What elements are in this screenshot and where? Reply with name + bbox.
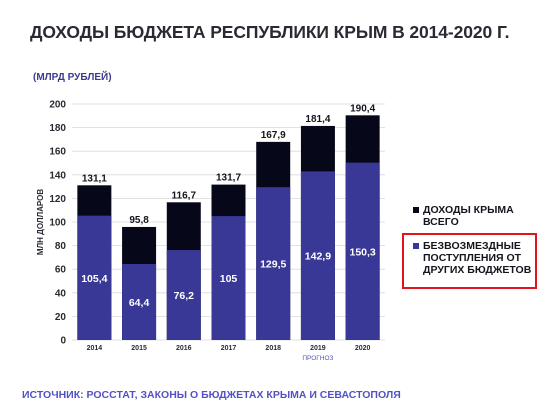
- data-label-transfers: 150,3: [350, 246, 376, 258]
- forecast-label: ПРОГНОЗ: [302, 355, 333, 362]
- legend-swatch-transfers: [413, 243, 419, 249]
- legend-item-transfers: БЕЗВОЗМЕЗДНЫЕ ПОСТУПЛЕНИЯ ОТ ДРУГИХ БЮДЖ…: [413, 240, 535, 276]
- legend-label-total: ДОХОДЫ КРЫМА ВСЕГО: [423, 204, 514, 228]
- data-label-transfers: 142,9: [305, 251, 331, 263]
- data-label-total: 181,4: [305, 114, 330, 125]
- x-tick-label: 2020: [355, 345, 371, 352]
- data-label-transfers: 76,2: [174, 290, 195, 302]
- data-label-total: 131,1: [82, 173, 107, 184]
- y-tick-label: 140: [49, 170, 66, 181]
- source-note: ИСТОЧНИК: РОССТАТ, ЗАКОНЫ О БЮДЖЕТАХ КРЫ…: [22, 389, 401, 401]
- bar-transfers-2017: [211, 216, 246, 340]
- bar-transfers-2016: [166, 250, 201, 340]
- data-label-transfers: 105,4: [81, 273, 107, 285]
- y-tick-label: 40: [55, 288, 67, 299]
- data-label-total: 131,7: [216, 173, 241, 184]
- x-tick-label: 2015: [131, 345, 147, 352]
- data-label-total: 116,7: [172, 190, 197, 201]
- y-tick-label: 100: [49, 218, 66, 229]
- unit-label: (МЛРД РУБЛЕЙ): [33, 72, 112, 83]
- y-tick-label: 160: [49, 147, 66, 158]
- data-label-transfers: 105: [220, 273, 238, 285]
- bar-transfers-2019: [300, 171, 335, 340]
- y-tick-label: 80: [55, 241, 67, 252]
- x-tick-label: 2014: [87, 345, 103, 352]
- bar-transfers-2014: [77, 215, 112, 340]
- y-tick-label: 200: [49, 100, 66, 111]
- x-tick-label: 2017: [221, 345, 237, 352]
- legend-swatch-total: [413, 207, 419, 213]
- data-label-total: 167,9: [261, 130, 286, 141]
- data-label-transfers: 64,4: [129, 297, 150, 309]
- y-tick-label: 120: [49, 194, 66, 205]
- data-label-total: 95,8: [129, 215, 149, 226]
- y-tick-label: 0: [60, 336, 66, 347]
- y-tick-label: 60: [55, 265, 67, 276]
- y-axis-label: МЛН ДОЛЛАРОВ: [36, 189, 45, 255]
- bar-transfers-2020: [345, 162, 380, 340]
- x-tick-label: 2016: [176, 345, 192, 352]
- chart-title: ДОХОДЫ БЮДЖЕТА РЕСПУБЛИКИ КРЫМ В 2014-20…: [30, 22, 510, 42]
- legend-item-total: ДОХОДЫ КРЫМА ВСЕГО: [413, 204, 531, 228]
- y-tick-label: 180: [49, 123, 66, 134]
- y-tick-label: 20: [55, 312, 67, 323]
- bar-transfers-2015: [122, 264, 157, 340]
- legend-highlight-box: [402, 233, 537, 289]
- data-label-transfers: 129,5: [260, 259, 286, 271]
- x-tick-label: 2018: [265, 345, 281, 352]
- data-label-total: 190,4: [350, 103, 375, 114]
- legend-label-transfers: БЕЗВОЗМЕЗДНЫЕ ПОСТУПЛЕНИЯ ОТ ДРУГИХ БЮДЖ…: [423, 240, 532, 276]
- x-tick-label: 2019: [310, 345, 326, 352]
- bar-transfers-2018: [256, 187, 291, 340]
